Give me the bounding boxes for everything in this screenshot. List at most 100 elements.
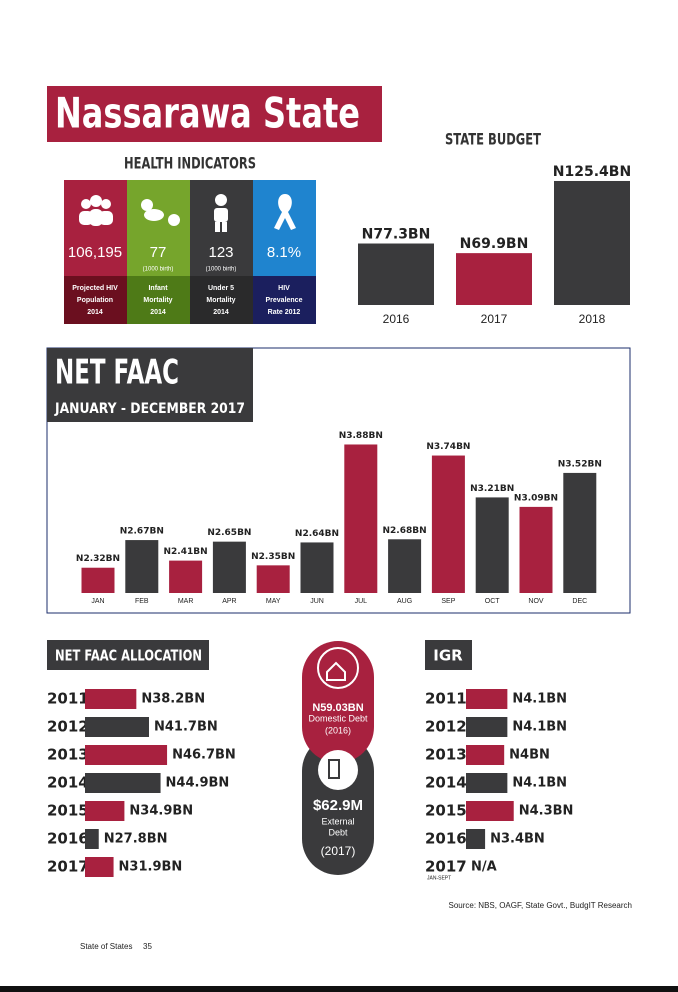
category-label: 2011 [425,690,467,708]
chart-subtitle: JANUARY - DECEMBER 2017 [54,401,245,417]
bar [466,829,486,849]
bar [212,541,246,593]
value-label: N2.32BN [76,554,120,564]
value-label: N3.88BN [339,431,383,441]
bar [466,801,514,821]
value-label: N41.7BN [154,720,218,735]
external-debt-label: Debt [328,827,348,837]
tile-value: 123 [208,244,233,261]
value-label: N2.64BN [295,529,339,539]
bar [125,540,159,593]
external-debt-year: (2017) [321,844,356,858]
value-label: N2.67BN [120,527,164,537]
igr-title-box [425,640,472,670]
value-label: N3.4BN [490,832,545,847]
tile-value: 8.1% [267,244,301,261]
domestic-debt-year: (2016) [325,725,351,735]
tile-value: 77 [150,244,167,261]
category-label: JAN [91,598,104,605]
tile-caption: Mortality [206,297,235,304]
building-icon [328,759,340,779]
tile-caption: Projected HIV [72,285,118,292]
bar [81,567,115,593]
category-label: DEC [572,598,587,605]
icon-people [79,195,113,226]
category-label: OCT [485,598,501,605]
bottom-rule [0,986,678,992]
category-label: 2016 [425,830,467,848]
tile-caption: Population [77,297,113,304]
tile-caption: Rate 2012 [268,309,301,316]
bar [256,565,290,593]
tile-value: 106,195 [68,244,122,261]
bar [563,472,597,593]
category-label: 2013 [47,746,89,764]
bar [475,497,509,593]
category-label: 2018 [579,312,606,326]
category-label: 2015 [425,802,467,820]
tile-caption: Under 5 [208,285,234,292]
bar [466,773,508,793]
tile-foot [64,276,127,324]
bar [85,717,149,737]
bar [388,539,422,593]
icon-ribbon [274,194,296,230]
health-tiles: 106,195 77 (1000 birth) 123 (1000 birth)… [64,180,316,324]
house-icon [326,661,346,681]
tile-captions: Projected HIV Population 2014 Infant Mortali… [72,285,302,316]
tile-caption: Mortality [143,297,172,304]
value-label: N2.65BN [207,528,251,538]
bar [85,801,125,821]
external-debt-label: External [321,816,354,826]
page-number: 35 [143,942,152,951]
bar [300,542,334,593]
value-label: N4BN [509,748,550,763]
tile-caption: 2014 [87,309,103,316]
page-title: Nassarawa State [55,89,360,138]
chart-title: STATE BUDGET [445,130,541,149]
chart-title: IGR [433,647,463,665]
category-label: SEP [441,598,455,605]
category-label: 2017 [425,858,467,876]
chart-title: NET FAAC ALLOCATION [55,647,202,665]
category-label: 2014 [425,774,467,792]
bar [169,560,203,593]
faac-subtitle-box [47,396,253,422]
category-label: 2012 [425,718,467,736]
tile-caption: Infant [148,285,168,292]
value-label: N38.2BN [141,692,205,707]
tile [64,180,127,276]
bar [466,717,508,737]
value-label: N/A [471,860,497,875]
value-label: N69.9BN [460,236,529,252]
category-label: NOV [528,598,544,605]
external-debt-value: $62.9M [313,797,363,814]
bar [431,455,465,593]
category-label: 2011 [47,690,89,708]
value-label: N3.52BN [558,459,602,469]
bar [85,689,137,709]
value-label: N44.9BN [166,776,230,791]
bar [85,773,161,793]
bar [456,253,532,305]
value-label: N2.68BN [383,526,427,536]
value-label: N46.7BN [172,748,236,763]
bar [344,444,378,593]
tile-foot [253,276,316,324]
value-label: N34.9BN [129,804,193,819]
icon-child [214,194,228,232]
value-label: N4.1BN [512,720,567,735]
category-label: MAR [178,598,194,605]
value-label: N4.1BN [512,776,567,791]
value-label: N77.3BN [362,227,431,243]
bar [519,506,553,593]
category-label: 2017 [47,858,89,876]
value-label: N3.21BN [470,484,514,494]
debt-icon [317,647,359,689]
domestic-debt-label: Domestic Debt [308,713,368,723]
category-label: 2014 [47,774,89,792]
bar [85,745,168,765]
source: Source: NBS, OAGF, State Govt., BudgIT R… [449,901,633,910]
category-label: 2013 [425,746,467,764]
